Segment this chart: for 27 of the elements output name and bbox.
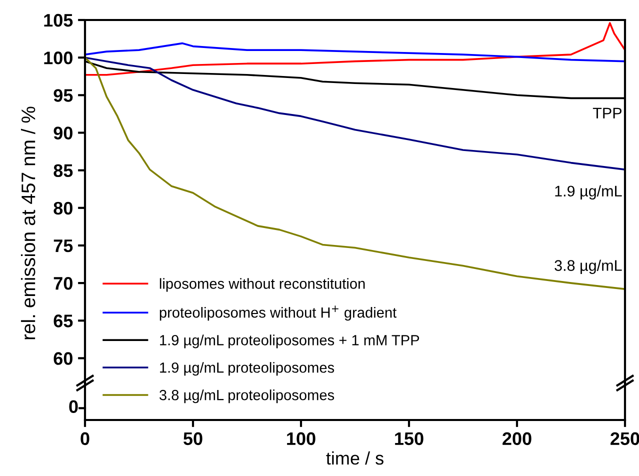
x-tick-label: 0 — [80, 432, 90, 446]
legend-label: proteoliposomes without H$^{+}$ gradient — [160, 306, 397, 321]
y-tick-label: 90 — [54, 126, 72, 140]
x-tick-label: 150 — [395, 432, 424, 446]
annotation: 1.9 µg/mL — [555, 185, 622, 200]
y-tick-label: 95 — [54, 89, 73, 102]
y-tick-label: 65 — [54, 314, 73, 328]
legend-label: 1.9 µg/mL proteoliposomes + 1 mM TPP — [160, 334, 420, 348]
x-tick-label: 200 — [502, 432, 532, 446]
y-axis-title: rel. emission at 457 nm / % — [20, 106, 36, 340]
legend-label: liposomes without reconstitution — [160, 278, 365, 292]
y-tick-label: 75 — [54, 240, 73, 252]
y-tick-label: 60 — [54, 352, 72, 365]
y-tick-label: 85 — [54, 164, 73, 178]
y-tick-label: 100 — [44, 52, 72, 64]
text: 0 — [69, 400, 78, 414]
y-tick-label: 105 — [44, 14, 73, 27]
x-tick-label: 250 — [610, 432, 639, 446]
annotation: 3.8 µg/mL — [554, 260, 622, 274]
x-axis-title: time / s — [326, 451, 384, 465]
x-tick-label: 100 — [287, 432, 316, 446]
legend-label: 1.9 µg/mL proteoliposomes — [160, 362, 334, 376]
annotation: TPP — [592, 108, 622, 118]
x-tick-label: 50 — [184, 432, 202, 446]
y-tick-label: 70 — [54, 276, 72, 290]
legend-label: 3.8 µg/mL proteoliposomes — [160, 390, 334, 404]
y-tick-label: 80 — [54, 202, 72, 215]
